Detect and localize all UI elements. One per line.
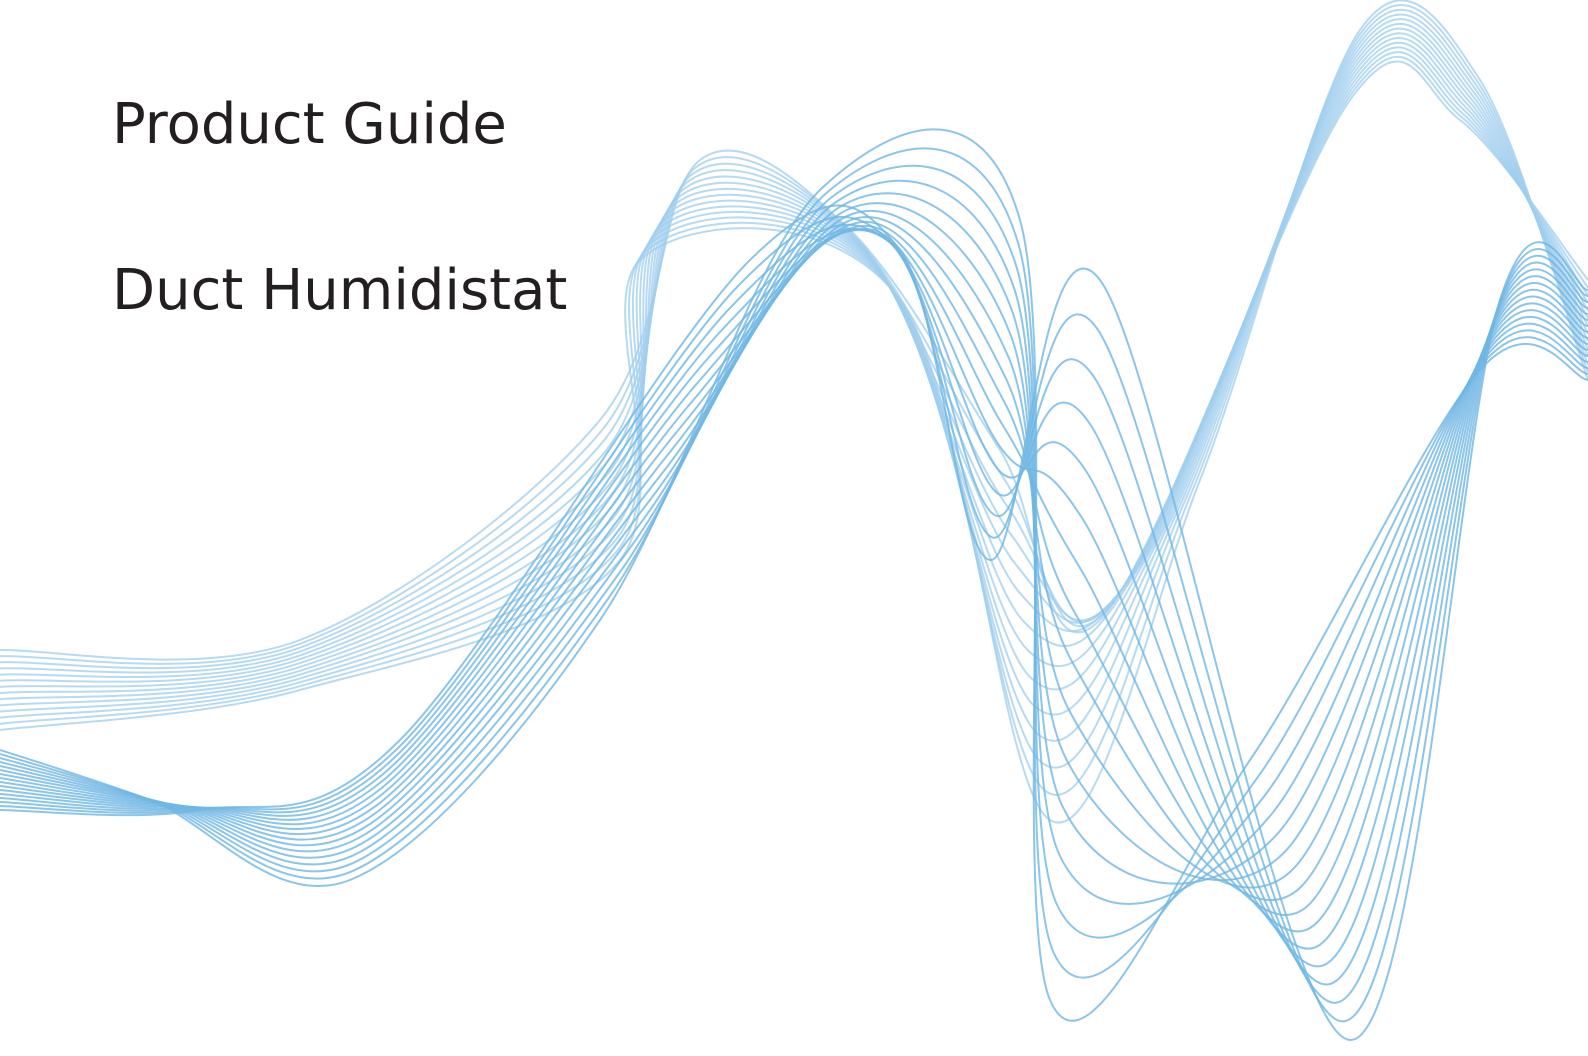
document-title: Product Guide [112, 92, 507, 157]
wave-line [0, 229, 1588, 985]
product-name: Duct Humidistat [112, 258, 567, 323]
wave-line [0, 206, 1588, 1040]
wave-decoration [0, 0, 1588, 1056]
cover-page: Product Guide Duct Humidistat [0, 0, 1588, 1056]
wave-line [0, 217, 1588, 1022]
